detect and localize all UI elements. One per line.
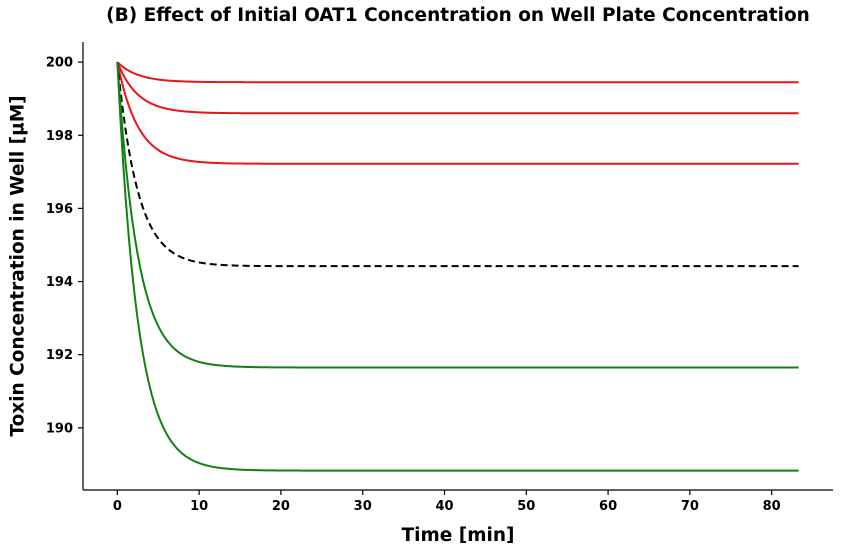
chart-title: (B) Effect of Initial OAT1 Concentration…	[106, 5, 810, 26]
axes-layer: 0 10 20 30 40 50 60 70 80 190 192 194 196 198 200	[46, 42, 833, 514]
x-axis-label: Time [min]	[401, 525, 515, 546]
x-tick-label: 60	[599, 499, 617, 514]
y-tick-label: 192	[46, 348, 73, 363]
y-tick-label: 196	[46, 202, 73, 217]
y-tick-label: 194	[46, 275, 73, 290]
series-line-5	[116, 62, 799, 369]
x-tick-label: 80	[763, 499, 781, 514]
series-line-4	[116, 62, 799, 268]
series-line-2	[116, 61, 799, 115]
y-tick-label: 200	[46, 56, 73, 71]
x-tick-label: 20	[272, 499, 290, 514]
y-tick-label: 190	[46, 421, 73, 436]
x-tick-label: 50	[517, 499, 535, 514]
y-tick-label: 198	[46, 129, 73, 144]
series-line-3	[116, 61, 799, 165]
x-tick-label: 10	[190, 499, 208, 514]
x-tick-label: 70	[681, 499, 699, 514]
series-line-6	[116, 62, 799, 472]
x-tick-label: 0	[113, 499, 122, 514]
x-tick-label: 30	[354, 499, 372, 514]
series-line-1	[116, 61, 799, 84]
series-layer	[116, 61, 799, 472]
x-tick-label: 40	[435, 499, 453, 514]
